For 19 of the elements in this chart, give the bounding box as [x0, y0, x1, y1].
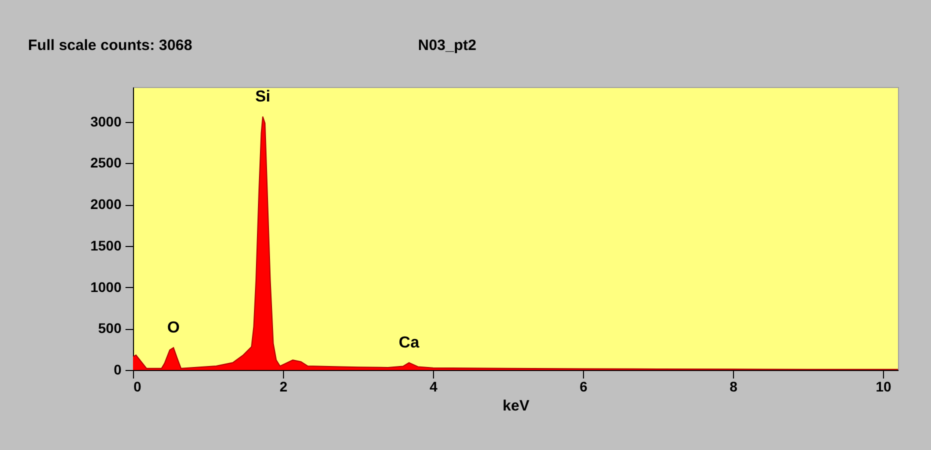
chart-title: Full scale counts: 3068: [28, 37, 192, 54]
x-tick-label: 0: [134, 378, 142, 394]
y-tick-label: 0: [114, 362, 122, 378]
y-tick-label: 1000: [90, 278, 122, 295]
annotation: Si: [255, 88, 270, 106]
x-tick-label: 6: [580, 378, 588, 394]
chart-subtitle: N03_pt2: [418, 37, 476, 54]
y-tick-label: 500: [98, 320, 122, 336]
annotation: O: [167, 320, 180, 337]
x-tick-label: 2: [280, 378, 288, 394]
x-tick-label: 4: [430, 378, 438, 394]
x-axis-title: keV: [502, 398, 530, 414]
y-tick-label: 2500: [90, 154, 122, 171]
x-tick-label: 8: [730, 378, 738, 394]
y-tick-label: 1500: [90, 237, 122, 254]
y-tick-label: 2000: [90, 196, 122, 212]
x-tick-label: 10: [876, 378, 892, 394]
annotation: Ca: [398, 334, 420, 352]
y-tick-label: 3000: [90, 113, 122, 130]
